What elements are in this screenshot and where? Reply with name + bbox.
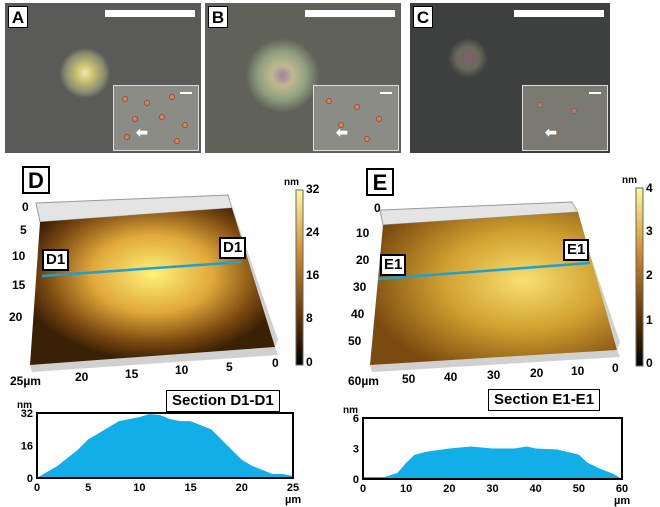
scale-bar <box>380 92 392 94</box>
colorbar-e <box>635 187 644 367</box>
axis-tick: 30 <box>353 280 367 294</box>
axis-tick: 40 <box>351 307 365 321</box>
scale-bar <box>180 92 192 94</box>
arrow-icon: ⬅ <box>136 124 148 140</box>
inset-image: ⬅ <box>522 85 608 151</box>
profile-area <box>363 446 622 479</box>
section-line-e1 <box>377 261 591 281</box>
scale-bar <box>105 10 195 17</box>
axis-tick: 5 <box>20 223 27 237</box>
arrow-icon: ⬅ <box>336 124 348 140</box>
section-line-d1 <box>41 260 243 278</box>
axis-tick: 5 <box>226 360 233 374</box>
y-tick-label: 6 <box>353 413 359 425</box>
x-axis-unit: µm <box>614 495 630 507</box>
axis-tick: 15 <box>12 278 26 292</box>
x-tick-label: 50 <box>573 483 585 495</box>
x-tick-label: 60 <box>616 483 628 495</box>
plot-frame <box>362 417 623 480</box>
axis-tick: 0 <box>374 201 381 215</box>
colorbar-tick: 0 <box>306 355 313 369</box>
x-tick-label: 40 <box>530 483 542 495</box>
axis-tick: 20 <box>9 310 23 324</box>
section-marker-left: E1 <box>380 254 407 276</box>
axis-tick: 60µm <box>348 374 379 388</box>
axis-tick: 10 <box>571 364 585 378</box>
axis-tick: 20 <box>530 366 544 380</box>
plot-frame <box>36 412 294 479</box>
axis-tick: 0 <box>612 361 619 375</box>
section-title-e: Section E1-E1 <box>488 389 601 411</box>
y-tick-label: 3 <box>353 444 359 456</box>
scale-bar <box>514 10 604 17</box>
colorbar-tick: 3 <box>646 224 653 238</box>
arrow-icon: ⬅ <box>545 124 557 140</box>
x-tick-label: 0 <box>34 482 40 494</box>
inset-image: ⬅ <box>113 85 199 151</box>
y-tick-label: 0 <box>353 474 359 486</box>
x-tick-label: 0 <box>360 483 366 495</box>
colorbar-tick: 4 <box>646 181 653 195</box>
x-tick-label: 15 <box>184 482 196 494</box>
axis-tick: 0 <box>272 356 279 370</box>
micrograph-b: B ⬅ <box>205 3 401 153</box>
y-axis-unit: nm <box>343 405 358 416</box>
axis-tick: 20 <box>75 370 89 384</box>
micrograph-a: A ⬅ <box>5 3 201 153</box>
section-title-d: Section D1-D1 <box>166 390 280 412</box>
axis-tick: 10 <box>12 249 26 263</box>
x-tick-label: 20 <box>236 482 248 494</box>
inset-image: ⬅ <box>313 85 399 151</box>
colorbar-tick: 1 <box>646 313 653 327</box>
panel-label: B <box>208 6 228 28</box>
section-marker-right: E1 <box>563 239 590 261</box>
profile-area <box>37 414 293 478</box>
crystal-spot <box>60 48 110 98</box>
colorbar-tick: 24 <box>306 225 320 239</box>
surface-d <box>30 194 278 372</box>
axis-tick: 50 <box>348 334 362 348</box>
crystal-spot <box>245 38 320 113</box>
colorbar-tick: 0 <box>646 356 653 370</box>
crystal-spot <box>448 38 488 78</box>
colorbar-tick: 32 <box>306 182 320 196</box>
x-tick-label: 25 <box>287 482 299 494</box>
x-tick-label: 20 <box>443 483 455 495</box>
section-marker-left: D1 <box>42 249 70 271</box>
x-tick-label: 10 <box>400 483 412 495</box>
x-axis-unit: µm <box>285 494 301 506</box>
x-tick-label: 10 <box>133 482 145 494</box>
surface-e <box>370 201 620 372</box>
colorbar-tick: 16 <box>306 268 320 282</box>
colorbar-unit: nm <box>284 177 299 188</box>
colorbar-tick: 2 <box>646 268 653 282</box>
axis-tick: 40 <box>444 370 458 384</box>
colorbar-tick: 8 <box>306 311 313 325</box>
panel-label: A <box>8 6 28 28</box>
axis-tick: 10 <box>175 363 189 377</box>
scale-bar <box>305 10 395 17</box>
axis-tick: 0 <box>22 200 29 214</box>
section-marker-right: D1 <box>219 237 247 259</box>
y-tick-label: 16 <box>21 441 33 453</box>
axis-tick: 10 <box>356 226 370 240</box>
axis-tick: 30 <box>487 368 501 382</box>
colorbar-unit: nm <box>622 175 637 186</box>
panel-label-e: E <box>366 168 394 196</box>
scale-bar <box>589 92 601 94</box>
y-axis-unit: nm <box>17 400 32 411</box>
axis-tick: 50 <box>402 372 416 386</box>
panel-label-d: D <box>22 166 50 194</box>
panel-label: C <box>413 6 433 28</box>
axis-tick: 20 <box>356 253 370 267</box>
x-tick-label: 30 <box>486 483 498 495</box>
micrograph-c: C ⬅ <box>410 3 610 153</box>
colorbar-d <box>295 189 304 366</box>
axis-tick: 15 <box>125 367 139 381</box>
y-tick-label: 0 <box>27 473 33 485</box>
y-tick-label: 32 <box>21 408 33 420</box>
x-tick-label: 5 <box>85 482 91 494</box>
axis-tick: 25µm <box>10 374 41 388</box>
